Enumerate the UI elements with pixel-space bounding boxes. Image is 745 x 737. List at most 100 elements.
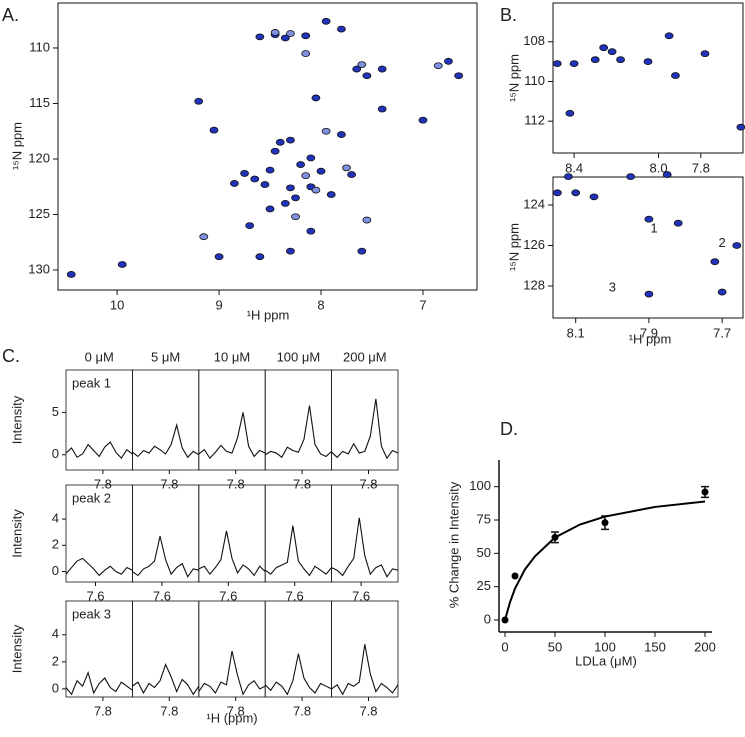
x-tick-label: 7.7 [713, 325, 731, 340]
trace [264, 653, 332, 696]
panel-label: C. [2, 346, 20, 366]
y-axis-label: % Change in Intensity [446, 481, 461, 608]
x-tick-label: 200 [694, 639, 716, 654]
y-tick-label: 0 [52, 680, 59, 695]
trace [331, 517, 399, 578]
trace [331, 398, 399, 460]
y-tick-label: 120 [28, 150, 50, 165]
peak [286, 30, 295, 37]
peak [311, 94, 321, 102]
row-label: peak 1 [72, 375, 111, 390]
peak [418, 116, 428, 124]
x-tick-label: 7.8 [94, 476, 112, 491]
plot-frame [552, 2, 744, 154]
peak [732, 242, 742, 249]
peak [590, 56, 600, 64]
peak [194, 97, 204, 105]
y-tick-label: 5 [52, 404, 59, 419]
x-tick-label: 7.8 [359, 476, 377, 491]
row-label: peak 3 [72, 606, 111, 621]
peak [265, 205, 275, 213]
y-tick-label: 125 [28, 206, 50, 221]
x-tick-label: 7.8 [160, 476, 178, 491]
peak [255, 253, 265, 261]
peak [626, 173, 636, 180]
panel-label: D. [500, 419, 518, 439]
x-tick-label: 7.8 [227, 703, 245, 718]
x-tick-label: 7.6 [352, 588, 370, 603]
peak [306, 154, 316, 162]
y-tick-label: 75 [477, 511, 491, 526]
x-tick-label: 10 [110, 297, 124, 312]
trace [65, 670, 133, 696]
trace [132, 663, 200, 696]
peak [454, 72, 464, 80]
annotation: 2 [719, 235, 726, 250]
peak [286, 184, 295, 192]
y-axis-label: ¹⁵N ppm [9, 122, 24, 170]
x-tick-label: 7 [419, 297, 426, 312]
x-tick-label: 7.6 [86, 588, 104, 603]
trace [331, 644, 399, 696]
peak [643, 58, 653, 66]
x-tick-label: 7.6 [286, 588, 304, 603]
column-title: 5 μM [151, 349, 180, 364]
peak [301, 50, 311, 57]
y-tick-label: 4 [52, 511, 59, 526]
peak [717, 288, 727, 296]
peak [357, 61, 367, 69]
x-tick-label: 7.8 [692, 160, 710, 175]
y-tick-label: 0 [484, 611, 491, 626]
peak [286, 136, 295, 144]
peak [347, 171, 357, 178]
data-point [511, 572, 519, 580]
x-tick-label: 7.8 [94, 703, 112, 718]
peak [599, 44, 609, 52]
y-tick-label: 0 [52, 563, 59, 578]
peak [301, 172, 311, 180]
peak [571, 189, 581, 197]
y-tick-label: 108 [523, 33, 545, 48]
x-tick-label: 8.0 [650, 160, 668, 175]
peak [444, 57, 453, 65]
panel-label: A. [2, 5, 19, 25]
peak [377, 105, 387, 113]
y-tick-label: 100 [469, 478, 491, 493]
peak [569, 60, 579, 67]
column-title: 10 μM [214, 349, 250, 364]
y-tick-label: 126 [523, 237, 545, 252]
peak [673, 219, 683, 227]
x-tick-label: 7.8 [359, 703, 377, 718]
y-axis-label: Intensity [9, 509, 24, 558]
annotation: 1 [650, 221, 657, 236]
y-axis-label: ¹⁵N ppm [506, 223, 521, 271]
y-axis-label: ¹⁵N ppm [506, 54, 521, 102]
peak [306, 227, 316, 235]
column-title: 100 μM [277, 349, 321, 364]
trace [198, 412, 266, 460]
column-title: 0 μM [85, 349, 114, 364]
x-tick-label: 7.6 [153, 588, 171, 603]
peak [286, 247, 295, 255]
x-tick-label: 50 [548, 639, 562, 654]
subplot-frame [331, 484, 399, 583]
peak [644, 215, 654, 223]
trace [132, 422, 200, 459]
peak [736, 123, 745, 131]
trace [132, 535, 199, 578]
y-tick-label: 124 [523, 196, 545, 211]
peak [265, 166, 275, 174]
subplot-frame [264, 600, 333, 698]
x-tick-label: 8 [317, 297, 324, 312]
y-tick-label: 2 [52, 537, 59, 552]
y-tick-label: 128 [523, 277, 545, 292]
y-axis-label: Intensity [9, 624, 24, 673]
x-tick-label: 7.6 [219, 588, 237, 603]
trace [198, 530, 266, 577]
peak [357, 247, 367, 255]
x-tick-label: 7.8 [293, 476, 311, 491]
peak [270, 147, 280, 155]
subplot-frame [131, 484, 200, 583]
peak [326, 191, 336, 198]
peak [321, 17, 331, 25]
